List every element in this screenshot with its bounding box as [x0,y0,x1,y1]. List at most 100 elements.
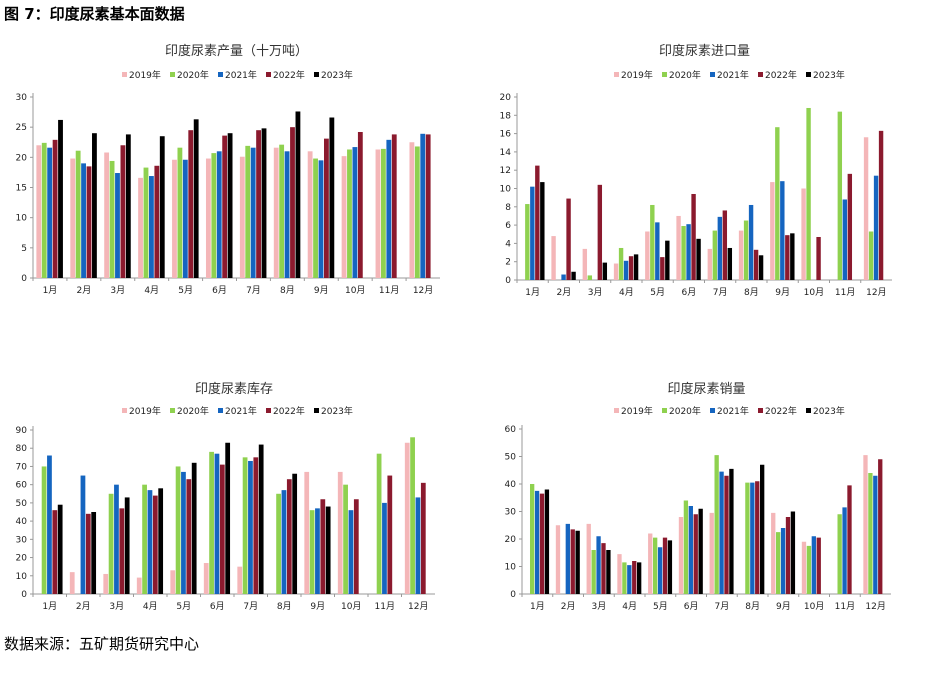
y-tick-label: 30 [16,535,28,545]
legend-label: 2020年 [669,69,701,81]
sales-chart-panel: 印度尿素销量 2019年 2020年 2021年 2022年 2023年 0 10 20 30 40… [464,374,928,684]
bar [188,130,194,278]
production-chart: 印度尿素产量（十万吨） 2019年 2020年 2021年 2022年 2023年 0 5 10… [16,43,440,296]
bar [152,495,158,594]
y-tick-label: 60 [505,425,517,435]
bar [780,528,786,594]
bar [785,517,791,594]
bar [414,146,420,278]
bar [770,182,775,280]
legend-swatch [710,408,715,413]
bar [409,142,415,278]
bar [86,166,92,278]
x-tick-label: 9月 [310,601,325,612]
x-tick-label: 12月 [413,285,433,296]
bar [655,222,660,280]
x-tick-label: 10月 [804,287,824,298]
bar [115,173,120,278]
bar [47,455,52,594]
bar [222,135,228,278]
legend-swatch [614,408,619,413]
x-tick-label: 7月 [713,287,728,298]
bar [376,453,382,594]
bar [261,128,267,278]
x-tick-label: 4月 [144,285,159,296]
bar [586,523,591,594]
bar [292,473,298,594]
x-tick-label: 3月 [109,601,124,612]
bar [295,111,301,278]
bar [420,133,426,278]
bar [320,499,326,594]
bar [667,540,673,594]
x-tick-label: 4月 [143,601,158,612]
legend-label: 2023年 [321,405,353,417]
x-tick-label: 8月 [277,601,292,612]
bar [551,236,556,280]
bar [203,563,209,594]
x-tick-label: 6月 [210,601,225,612]
x-tick-label: 11月 [835,601,855,612]
bar [863,137,869,280]
bar [676,215,681,280]
bar [281,490,287,594]
bar [159,136,165,278]
bar [239,156,245,278]
bar [837,111,843,280]
bar [170,570,176,594]
bar [91,512,97,594]
chart-title: 印度尿素库存 [195,381,273,397]
y-tick-label: 50 [16,499,28,509]
bar [410,437,415,594]
x-tick-label: 1月 [525,287,540,298]
legend-swatch [218,72,223,77]
bar [182,159,188,278]
bar [124,497,130,594]
inventory-chart-panel: 印度尿素库存 2019年 2020年 2021年 2022年 2023年 0 10 20 30 40… [0,374,464,684]
bar [172,159,177,278]
bar [36,145,42,278]
bar [318,160,324,278]
legend-swatch [710,72,715,77]
bar [633,254,639,280]
bar [387,475,393,594]
y-tick-label: 15 [16,184,27,194]
bar [745,482,750,594]
bar [58,119,63,278]
y-tick-label: 4 [505,239,511,249]
bar [325,506,331,594]
y-tick-label: 60 [16,481,28,491]
bar [842,199,848,280]
bar [256,130,261,278]
y-tick-label: 30 [505,508,517,518]
bar [691,193,696,280]
legend-label: 2023年 [813,405,845,417]
bar [698,508,703,594]
bar [52,510,58,594]
bar [248,460,253,594]
chart-title: 印度尿素销量 [667,381,745,397]
bar [707,248,713,280]
bar [304,471,310,594]
bar [582,248,588,280]
x-tick-label: 12月 [866,287,886,298]
bar [660,257,665,280]
legend-swatch [218,408,223,413]
bar [847,485,852,594]
bar [420,482,426,594]
x-tick-label: 2月 [76,601,91,612]
bar [555,525,561,594]
bar [771,512,776,594]
bar [693,514,698,594]
bar [138,177,143,278]
y-tick-label: 16 [500,130,512,140]
bar [75,150,81,278]
bar [606,550,611,594]
legend-swatch [662,408,667,413]
bar [529,484,535,594]
bar [811,536,816,594]
bar [790,511,796,594]
bar [41,142,47,278]
bar [719,471,724,594]
bar [750,482,755,594]
